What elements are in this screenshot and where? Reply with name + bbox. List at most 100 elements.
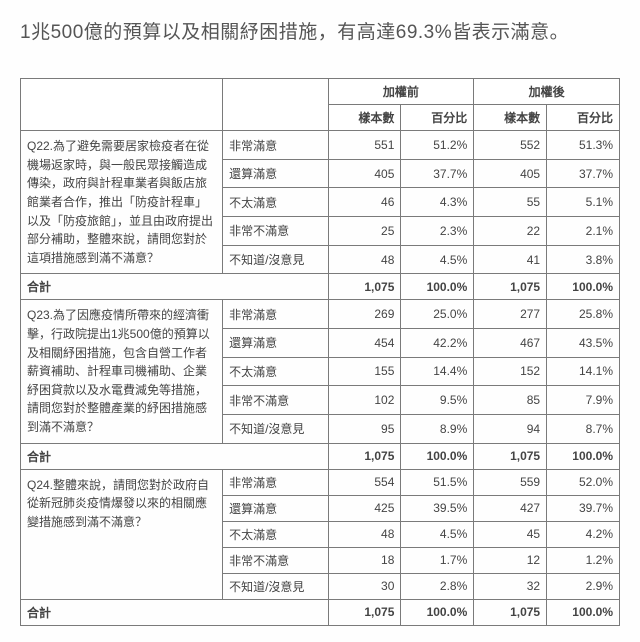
value-cell: 4.2%: [547, 521, 620, 547]
header-count-1: 樣本數: [328, 105, 401, 131]
value-cell: 427: [474, 495, 547, 521]
value-cell: 46: [328, 188, 401, 217]
question-text: Q23.為了因應疫情所帶來的經濟衝擊，行政院提出1兆500億的預算以及相關紓困措…: [21, 300, 223, 443]
option-label: 非常不滿意: [223, 386, 329, 415]
value-cell: 48: [328, 521, 401, 547]
value-cell: 95: [328, 414, 401, 443]
value-cell: 25: [328, 217, 401, 246]
option-label: 非常滿意: [223, 469, 329, 495]
total-cell: 1,075: [328, 443, 401, 469]
value-cell: 2.3%: [401, 217, 474, 246]
value-cell: 39.5%: [401, 495, 474, 521]
option-label: 非常滿意: [223, 131, 329, 160]
header-group-after: 加權後: [474, 79, 620, 105]
header-blank-2: [223, 79, 329, 131]
value-cell: 94: [474, 414, 547, 443]
value-cell: 4.5%: [401, 521, 474, 547]
value-cell: 454: [328, 328, 401, 357]
value-cell: 405: [474, 159, 547, 188]
option-label: 還算滿意: [223, 159, 329, 188]
total-cell: 1,075: [474, 274, 547, 300]
option-label: 不太滿意: [223, 357, 329, 386]
value-cell: 5.1%: [547, 188, 620, 217]
total-cell: 1,075: [328, 274, 401, 300]
value-cell: 102: [328, 386, 401, 415]
value-cell: 8.9%: [401, 414, 474, 443]
value-cell: 1.7%: [401, 547, 474, 573]
value-cell: 30: [328, 573, 401, 599]
question-text: Q22.為了避免需要居家檢疫者在從機場返家時，與一般民眾接觸造成傳染，政府與計程…: [21, 131, 223, 274]
value-cell: 51.2%: [401, 131, 474, 160]
value-cell: 2.8%: [401, 573, 474, 599]
value-cell: 3.8%: [547, 245, 620, 274]
total-cell: 1,075: [328, 599, 401, 625]
total-cell: 100.0%: [401, 599, 474, 625]
value-cell: 559: [474, 469, 547, 495]
value-cell: 4.5%: [401, 245, 474, 274]
value-cell: 37.7%: [547, 159, 620, 188]
value-cell: 52.0%: [547, 469, 620, 495]
value-cell: 45: [474, 521, 547, 547]
value-cell: 152: [474, 357, 547, 386]
value-cell: 155: [328, 357, 401, 386]
value-cell: 425: [328, 495, 401, 521]
total-cell: 100.0%: [547, 274, 620, 300]
value-cell: 269: [328, 300, 401, 329]
value-cell: 14.4%: [401, 357, 474, 386]
value-cell: 51.3%: [547, 131, 620, 160]
value-cell: 43.5%: [547, 328, 620, 357]
option-label: 非常不滿意: [223, 217, 329, 246]
value-cell: 552: [474, 131, 547, 160]
option-label: 不太滿意: [223, 188, 329, 217]
survey-table: 加權前 加權後 樣本數 百分比 樣本數 百分比 Q22.為了避免需要居家檢疫者在…: [20, 78, 620, 625]
total-label: 合計: [21, 443, 329, 469]
value-cell: 25.8%: [547, 300, 620, 329]
option-label: 還算滿意: [223, 495, 329, 521]
header-count-2: 樣本數: [474, 105, 547, 131]
total-label: 合計: [21, 274, 329, 300]
value-cell: 55: [474, 188, 547, 217]
value-cell: 51.5%: [401, 469, 474, 495]
header-group-before: 加權前: [328, 79, 474, 105]
option-label: 還算滿意: [223, 328, 329, 357]
value-cell: 4.3%: [401, 188, 474, 217]
value-cell: 2.1%: [547, 217, 620, 246]
intro-paragraph: 1兆500億的預算以及相關紓困措施，有高達69.3%皆表示滿意。: [20, 16, 620, 50]
value-cell: 32: [474, 573, 547, 599]
value-cell: 37.7%: [401, 159, 474, 188]
total-cell: 1,075: [474, 443, 547, 469]
value-cell: 85: [474, 386, 547, 415]
option-label: 不知道/沒意見: [223, 245, 329, 274]
value-cell: 7.9%: [547, 386, 620, 415]
value-cell: 1.2%: [547, 547, 620, 573]
total-cell: 100.0%: [547, 443, 620, 469]
option-label: 非常滿意: [223, 300, 329, 329]
option-label: 非常不滿意: [223, 547, 329, 573]
value-cell: 18: [328, 547, 401, 573]
value-cell: 41: [474, 245, 547, 274]
option-label: 不知道/沒意見: [223, 414, 329, 443]
total-cell: 1,075: [474, 599, 547, 625]
value-cell: 9.5%: [401, 386, 474, 415]
value-cell: 39.7%: [547, 495, 620, 521]
total-label: 合計: [21, 599, 329, 625]
value-cell: 12: [474, 547, 547, 573]
value-cell: 22: [474, 217, 547, 246]
header-pct-2: 百分比: [547, 105, 620, 131]
value-cell: 25.0%: [401, 300, 474, 329]
value-cell: 42.2%: [401, 328, 474, 357]
total-cell: 100.0%: [401, 274, 474, 300]
value-cell: 405: [328, 159, 401, 188]
question-text: Q24.整體來說，請問您對於政府自從新冠肺炎疫情爆發以來的相關應變措施感到滿不滿…: [21, 469, 223, 599]
value-cell: 48: [328, 245, 401, 274]
value-cell: 8.7%: [547, 414, 620, 443]
header-blank-1: [21, 79, 223, 131]
option-label: 不知道/沒意見: [223, 573, 329, 599]
header-pct-1: 百分比: [401, 105, 474, 131]
total-cell: 100.0%: [401, 443, 474, 469]
value-cell: 2.9%: [547, 573, 620, 599]
option-label: 不太滿意: [223, 521, 329, 547]
value-cell: 14.1%: [547, 357, 620, 386]
value-cell: 554: [328, 469, 401, 495]
value-cell: 467: [474, 328, 547, 357]
